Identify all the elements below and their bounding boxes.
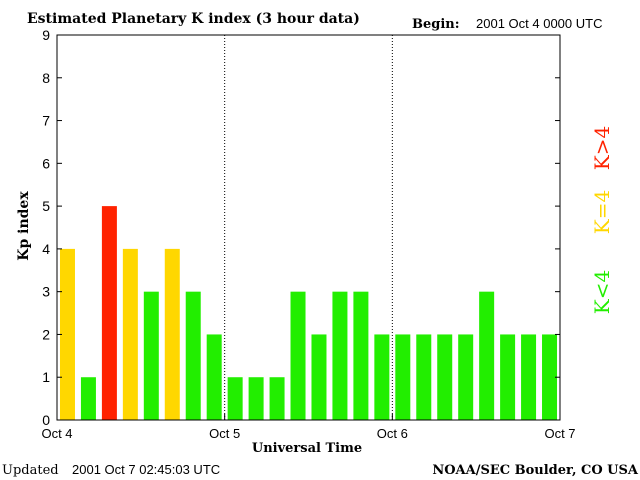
y-tick-label: 0 [42, 412, 50, 428]
y-tick-label: 6 [42, 155, 50, 171]
axes: 0 1 2 3 4 5 6 7 8 9 Oct 4 Oct 5 Oct 6 Oct 7 [41, 27, 575, 441]
kp-bar [164, 248, 180, 420]
kp-bar [248, 377, 264, 420]
kp-bar [122, 248, 138, 420]
kp-bar [101, 206, 117, 420]
x-tick-label: Oct 5 [209, 426, 240, 441]
y-tick-label: 9 [42, 27, 50, 43]
legend-entry: K=4 [590, 190, 614, 234]
kp-bar [269, 377, 285, 420]
kp-bar [311, 334, 327, 420]
updated-label: Updated [2, 463, 59, 478]
updated-value: 2001 Oct 7 02:45:03 UTC [72, 462, 220, 477]
kp-bar [143, 291, 159, 420]
kp-bar [227, 377, 243, 420]
legend-entry: K>4 [590, 126, 614, 170]
begin-value: 2001 Oct 4 0000 UTC [476, 16, 602, 31]
legend: K<4 K=4 K>4 [590, 126, 614, 314]
y-tick-label: 5 [42, 198, 50, 214]
begin-label: Begin: [412, 17, 460, 32]
kp-bar [542, 334, 558, 420]
y-axis-label: Kp index [16, 191, 32, 261]
kp-bar [185, 291, 201, 420]
y-tick-label: 7 [42, 113, 50, 129]
kp-bar [437, 334, 453, 420]
kp-bar [290, 291, 306, 420]
kp-bar [59, 248, 75, 420]
kp-bar [458, 334, 474, 420]
y-tick-label: 2 [42, 326, 50, 342]
kp-bar [206, 334, 222, 420]
x-axis-label: Universal Time [252, 441, 362, 456]
y-tick-label: 8 [42, 70, 50, 86]
kp-bar [395, 334, 411, 420]
plot-area [59, 35, 558, 420]
kp-bar [374, 334, 390, 420]
x-tick-label: Oct 4 [41, 426, 72, 441]
kp-bar [521, 334, 537, 420]
kp-bar [416, 334, 432, 420]
kp-bar [479, 291, 495, 420]
x-tick-label: Oct 6 [377, 426, 408, 441]
kp-bar [80, 377, 96, 420]
x-tick-label: Oct 7 [544, 426, 575, 441]
y-tick-label: 4 [42, 241, 50, 257]
kp-bar [353, 291, 369, 420]
chart-title: Estimated Planetary K index (3 hour data… [27, 11, 360, 27]
kp-bar [500, 334, 516, 420]
credit-text: NOAA/SEC Boulder, CO USA [432, 463, 639, 478]
legend-entry: K<4 [590, 270, 614, 314]
y-tick-label: 1 [42, 369, 50, 385]
kp-bar [332, 291, 348, 420]
plot-frame [56, 34, 561, 421]
y-tick-label: 3 [42, 284, 50, 300]
